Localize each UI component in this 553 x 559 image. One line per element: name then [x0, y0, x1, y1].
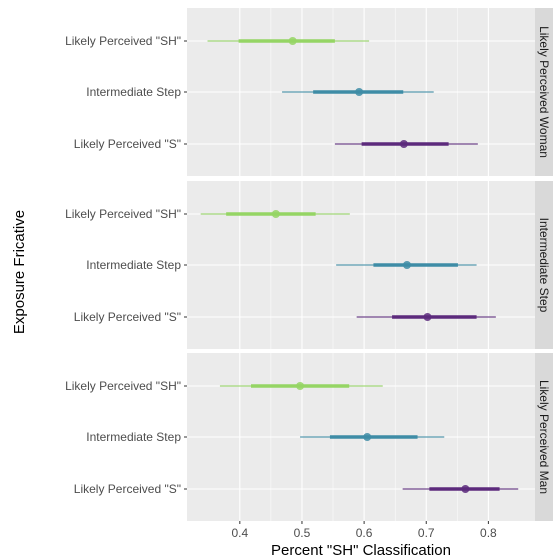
facet-strip — [535, 353, 553, 521]
pointrange — [336, 261, 477, 269]
x-axis-title: Percent "SH" Classification — [271, 542, 451, 559]
facet-strip-label: Likely Perceived Man — [537, 380, 551, 494]
facet-strip-label: Likely Perceived Woman — [537, 26, 551, 158]
x-tick-label: 0.7 — [418, 526, 435, 540]
y-tick-label: Intermediate Step — [86, 258, 181, 272]
y-tick-label: Intermediate Step — [86, 85, 181, 99]
x-tick-label: 0.4 — [231, 526, 248, 540]
median-point — [402, 261, 411, 269]
pointrange — [282, 88, 434, 96]
x-axis: 0.4 0.5 0.6 0.7 0.8 — [231, 521, 497, 540]
pointrange — [334, 140, 478, 148]
pointrange — [200, 210, 350, 218]
median-point — [355, 88, 364, 96]
y-tick-label: Likely Perceived "SH" — [65, 207, 181, 221]
facet-panel: Likely Perceived Man Likely Perceived "SH… — [65, 353, 553, 521]
pointrange — [300, 433, 445, 441]
y-tick-label: Likely Perceived "S" — [74, 482, 181, 496]
facet-panel: Likely Perceived Woman Likely Perceived "… — [65, 8, 553, 176]
x-tick-label: 0.5 — [294, 526, 311, 540]
median-point — [271, 210, 280, 218]
median-point — [399, 140, 408, 148]
facet-strip — [535, 181, 553, 349]
facet-strip — [535, 8, 553, 176]
pointrange — [356, 313, 496, 321]
y-tick-label: Likely Perceived "S" — [74, 310, 181, 324]
y-axis-title: Exposure Fricative — [11, 210, 28, 334]
pointrange — [207, 37, 370, 45]
facet-strip-label: Intermediate Step — [537, 218, 551, 313]
y-tick-label: Likely Perceived "S" — [74, 137, 181, 151]
panels-layer: Likely Perceived Woman Likely Perceived "… — [65, 8, 553, 521]
y-tick-label: Intermediate Step — [86, 430, 181, 444]
median-point — [423, 313, 432, 321]
pointrange — [402, 485, 519, 493]
y-tick-label: Likely Perceived "SH" — [65, 379, 181, 393]
median-point — [363, 433, 372, 441]
median-point — [461, 485, 470, 493]
x-tick-label: 0.8 — [480, 526, 497, 540]
facet-panel: Intermediate Step Likely Perceived "SH" In… — [65, 181, 553, 349]
median-point — [296, 382, 305, 390]
median-point — [288, 37, 297, 45]
x-tick-label: 0.6 — [356, 526, 373, 540]
y-tick-label: Likely Perceived "SH" — [65, 34, 181, 48]
pointrange — [219, 382, 383, 390]
